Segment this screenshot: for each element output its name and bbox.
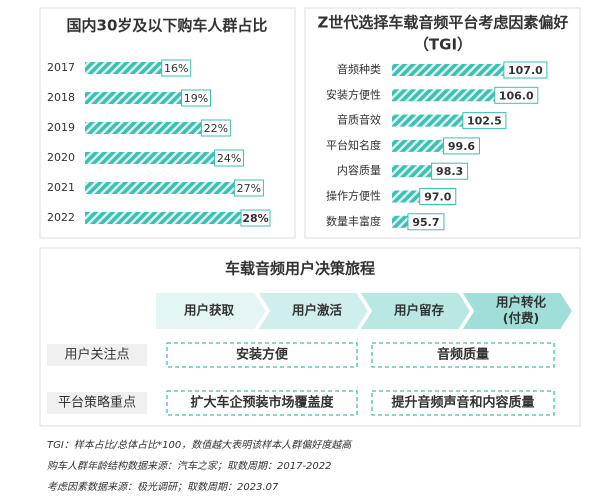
- chart-title: Z世代选择车载音频平台考虑因素偏好: [318, 14, 569, 32]
- stage-arrow: [357, 291, 473, 331]
- row-label: 平台策略重点: [58, 395, 136, 411]
- y-tick-label: 2018: [47, 91, 75, 104]
- bar: [85, 212, 270, 224]
- value-label-box: [407, 213, 445, 231]
- row-label-box: [47, 392, 147, 414]
- value-label-box: [200, 119, 231, 137]
- stage-arrow: [255, 291, 371, 331]
- value-label-box: [419, 188, 457, 205]
- item-label: 安装方便: [236, 347, 289, 363]
- item-label: 提升音频声音和内容质量: [391, 395, 534, 411]
- value-label: 28%: [242, 212, 268, 225]
- value-label: 22%: [204, 122, 228, 135]
- row-label-box: [47, 344, 147, 366]
- value-label: 97.0: [424, 191, 451, 204]
- value-label: 106.0: [499, 89, 534, 102]
- value-label: 98.3: [436, 165, 463, 178]
- note: 考虑因素数据来源：极光调研；取数周期：2023.07: [47, 481, 279, 493]
- value-label-box: [240, 209, 271, 227]
- value-label: 16%: [164, 62, 188, 75]
- value-label-box: [442, 137, 480, 155]
- value-label: 99.6: [448, 140, 475, 153]
- stage-arrow: [459, 291, 575, 331]
- value-label: 95.7: [412, 216, 439, 229]
- item-box: [371, 390, 555, 416]
- value-label-box: [214, 149, 245, 167]
- bar: [85, 152, 244, 164]
- y-tick-label: 数量丰富度: [326, 214, 381, 228]
- stage-label: 用户转化: [495, 295, 547, 310]
- y-tick-label: 2022: [47, 211, 75, 224]
- value-label-box: [503, 61, 548, 79]
- y-tick-label: 音质音效: [337, 113, 381, 127]
- stage-label: (付费): [503, 311, 539, 326]
- value-label-box: [233, 179, 264, 197]
- y-tick-label: 平台知名度: [326, 138, 381, 152]
- value-label-box: [462, 112, 507, 130]
- y-tick-label: 安装方便性: [326, 87, 381, 101]
- stage-label: 用户激活: [291, 303, 343, 318]
- bar: [85, 92, 211, 104]
- stage-arrow: [154, 291, 269, 331]
- value-label-box: [494, 86, 539, 104]
- y-tick-label: 2020: [47, 151, 75, 164]
- note: TGI：样本占比/总体占比*100，数值越大表明该样本人群偏好度越高: [47, 439, 353, 451]
- value-label: 24%: [217, 152, 241, 165]
- note: 购车人群年龄结构数据来源：汽车之家；取数周期：2017-2022: [47, 460, 332, 472]
- stage-label: 用户获取: [183, 303, 235, 318]
- value-label: 27%: [237, 182, 261, 195]
- item-box: [166, 342, 358, 368]
- y-tick-label: 2019: [47, 121, 75, 134]
- value-label-box: [161, 59, 192, 77]
- y-tick-label: 2021: [47, 181, 75, 194]
- value-label: 102.5: [467, 115, 502, 128]
- value-label: 19%: [184, 92, 208, 105]
- item-label: 扩大车企预装市场覆盖度: [190, 395, 334, 411]
- diagram-title: 车载音频用户决策旅程: [225, 260, 375, 278]
- row-label: 用户关注点: [64, 347, 129, 363]
- item-label: 音频质量: [437, 347, 489, 363]
- stage-label: 用户留存: [393, 303, 445, 318]
- bar: [85, 122, 231, 134]
- chart-title: 国内30岁及以下购车人群占比: [67, 17, 268, 35]
- bar: [85, 182, 264, 194]
- item-box: [166, 390, 358, 416]
- value-label-box: [181, 89, 212, 107]
- y-tick-label: 内容质量: [337, 163, 381, 177]
- chart-title: （TGI）: [414, 36, 472, 54]
- y-tick-label: 2017: [47, 61, 75, 74]
- y-tick-label: 音频种类: [337, 62, 381, 76]
- item-box: [371, 342, 555, 368]
- value-label-box: [431, 162, 469, 180]
- value-label: 107.0: [508, 64, 543, 77]
- y-tick-label: 操作方便性: [326, 189, 381, 203]
